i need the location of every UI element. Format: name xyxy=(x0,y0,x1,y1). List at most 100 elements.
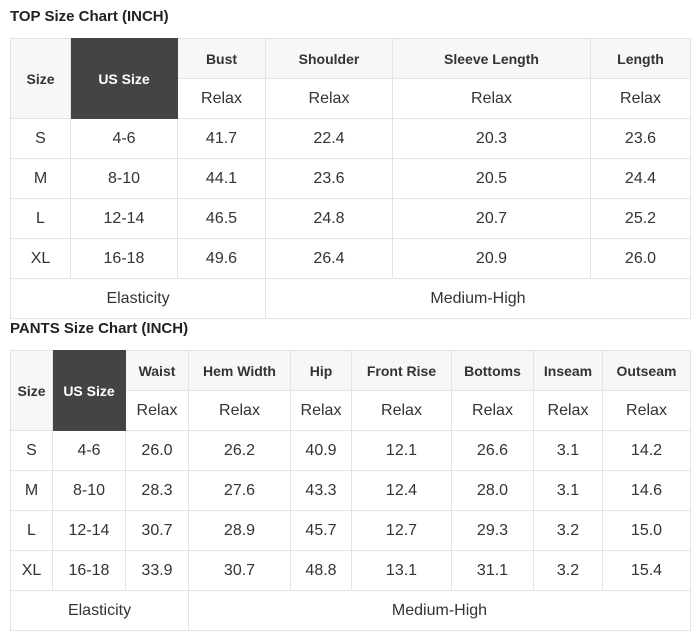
header-row: Size US Size Waist Hem Width Hip Front Rise Bo… xyxy=(10,350,691,431)
measurement-cell: 26.2 xyxy=(188,430,291,471)
size-cell: L xyxy=(10,510,53,551)
measure-header: Shoulder xyxy=(265,38,393,79)
measurement-cell: 22.4 xyxy=(265,118,393,159)
measurement-cell: 26.4 xyxy=(265,238,393,279)
table-row: XL 16-18 49.6 26.4 20.9 26.0 xyxy=(10,238,691,279)
size-cell: XL xyxy=(10,550,53,591)
us-size-cell: 12-14 xyxy=(70,198,178,239)
size-cell: M xyxy=(10,470,53,511)
table-row: L 12-14 30.7 28.9 45.7 12.7 29.3 3.2 15.0 xyxy=(10,510,691,551)
measure-header: Bust xyxy=(177,38,266,79)
size-header: Size xyxy=(10,350,53,431)
table-row: M 8-10 44.1 23.6 20.5 24.4 xyxy=(10,158,691,199)
measurement-cell: 26.6 xyxy=(451,430,534,471)
fit-label: Relax xyxy=(265,78,393,119)
top-chart-title: TOP Size Chart (INCH) xyxy=(10,8,169,25)
measurement-cell: 41.7 xyxy=(177,118,266,159)
measurement-cell: 15.0 xyxy=(602,510,691,551)
measurement-cell: 20.3 xyxy=(392,118,591,159)
measurement-cell: 30.7 xyxy=(125,510,189,551)
measure-header: Length xyxy=(590,38,691,79)
measurement-cell: 12.4 xyxy=(351,470,452,511)
fit-label: Relax xyxy=(392,78,591,119)
measure-header: Hip xyxy=(290,350,352,391)
fit-label: Relax xyxy=(590,78,691,119)
measurement-cell: 15.4 xyxy=(602,550,691,591)
size-cell: L xyxy=(10,198,71,239)
elasticity-label: Elasticity xyxy=(10,278,266,319)
us-size-cell: 16-18 xyxy=(52,550,126,591)
measure-header: Bottoms xyxy=(451,350,534,391)
measurement-cell: 3.2 xyxy=(533,550,603,591)
table-row: XL 16-18 33.9 30.7 48.8 13.1 31.1 3.2 15.4 xyxy=(10,550,691,591)
measurement-cell: 45.7 xyxy=(290,510,352,551)
fit-label: Relax xyxy=(351,390,452,431)
table-row: S 4-6 41.7 22.4 20.3 23.6 xyxy=(10,118,691,159)
table-row: L 12-14 46.5 24.8 20.7 25.2 xyxy=(10,198,691,239)
measurement-cell: 3.1 xyxy=(533,470,603,511)
us-size-cell: 16-18 xyxy=(70,238,178,279)
measurement-cell: 26.0 xyxy=(590,238,691,279)
measurement-cell: 20.9 xyxy=(392,238,591,279)
measurement-cell: 3.2 xyxy=(533,510,603,551)
us-size-cell: 8-10 xyxy=(70,158,178,199)
us-size-cell: 8-10 xyxy=(52,470,126,511)
measurement-cell: 30.7 xyxy=(188,550,291,591)
measurement-cell: 25.2 xyxy=(590,198,691,239)
measurement-cell: 44.1 xyxy=(177,158,266,199)
elasticity-row: Elasticity Medium-High xyxy=(10,278,691,319)
measure-header: Waist xyxy=(125,350,189,391)
fit-row: Relax Relax Relax Relax Relax Relax Relax xyxy=(11,390,691,431)
measurement-cell: 23.6 xyxy=(590,118,691,159)
us-size-header: US Size xyxy=(52,350,126,431)
table-row: M 8-10 28.3 27.6 43.3 12.4 28.0 3.1 14.6 xyxy=(10,470,691,511)
table-row: S 4-6 26.0 26.2 40.9 12.1 26.6 3.1 14.2 xyxy=(10,430,691,471)
pants-size-table: Size US Size Waist Hem Width Hip Front Rise Bo… xyxy=(10,350,691,631)
fit-row: Relax Relax Relax Relax xyxy=(11,78,691,119)
measurement-cell: 13.1 xyxy=(351,550,452,591)
size-cell: S xyxy=(10,430,53,471)
measure-header: Hem Width xyxy=(188,350,291,391)
header-row: Size US Size Bust Shoulder Sleeve Length Leng… xyxy=(10,38,691,119)
measurement-cell: 24.4 xyxy=(590,158,691,199)
measurement-cell: 28.3 xyxy=(125,470,189,511)
measurement-cell: 43.3 xyxy=(290,470,352,511)
measurement-cell: 49.6 xyxy=(177,238,266,279)
size-cell: XL xyxy=(10,238,71,279)
measure-header: Inseam xyxy=(533,350,603,391)
size-header: Size xyxy=(10,38,71,119)
measurement-cell: 23.6 xyxy=(265,158,393,199)
fit-label: Relax xyxy=(290,390,352,431)
measure-header: Front Rise xyxy=(351,350,452,391)
fit-label: Relax xyxy=(533,390,603,431)
measurement-cell: 40.9 xyxy=(290,430,352,471)
measurement-cell: 29.3 xyxy=(451,510,534,551)
measurement-cell: 27.6 xyxy=(188,470,291,511)
elasticity-row: Elasticity Medium-High xyxy=(10,590,691,631)
measurement-cell: 24.8 xyxy=(265,198,393,239)
measure-header: Outseam xyxy=(602,350,691,391)
measurement-cell: 20.7 xyxy=(392,198,591,239)
measurement-cell: 46.5 xyxy=(177,198,266,239)
measurement-cell: 26.0 xyxy=(125,430,189,471)
pants-chart-title: PANTS Size Chart (INCH) xyxy=(10,320,189,337)
measurement-cell: 20.5 xyxy=(392,158,591,199)
fit-label: Relax xyxy=(177,78,266,119)
measurement-cell: 48.8 xyxy=(290,550,352,591)
measurement-cell: 28.9 xyxy=(188,510,291,551)
measurement-cell: 14.6 xyxy=(602,470,691,511)
us-size-header: US Size xyxy=(70,38,178,119)
size-cell: M xyxy=(10,158,71,199)
measurement-cell: 14.2 xyxy=(602,430,691,471)
us-size-cell: 4-6 xyxy=(52,430,126,471)
us-size-cell: 4-6 xyxy=(70,118,178,159)
measurement-cell: 28.0 xyxy=(451,470,534,511)
fit-label: Relax xyxy=(125,390,189,431)
measure-header: Sleeve Length xyxy=(392,38,591,79)
fit-label: Relax xyxy=(451,390,534,431)
measurement-cell: 12.7 xyxy=(351,510,452,551)
measurement-cell: 3.1 xyxy=(533,430,603,471)
elasticity-value: Medium-High xyxy=(265,278,691,319)
measurement-cell: 12.1 xyxy=(351,430,452,471)
us-size-cell: 12-14 xyxy=(52,510,126,551)
